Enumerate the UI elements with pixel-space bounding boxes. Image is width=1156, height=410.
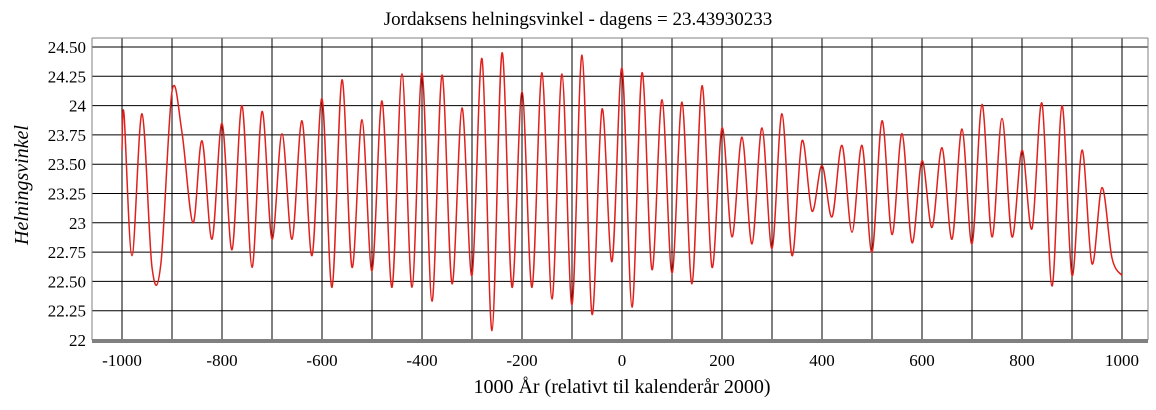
plot-area	[121, 52, 1123, 332]
x-axis-title: 1000 År (relativt til kalenderår 2000)	[473, 376, 770, 398]
y-tick-label: 23.75	[48, 126, 86, 145]
axes	[91, 37, 1149, 343]
x-tick-label: -200	[506, 351, 537, 370]
x-tick-label: 600	[909, 351, 935, 370]
y-tick-label: 24.25	[48, 67, 86, 86]
chart-title: Jordaksens helningsvinkel - dagens = 23.…	[384, 9, 773, 30]
x-tick-label: 1000	[1105, 351, 1139, 370]
x-tick-label: -600	[306, 351, 337, 370]
y-tick-label: 22.75	[48, 243, 86, 262]
y-tick-label: 22.25	[48, 302, 86, 321]
y-tick-label: 22.50	[48, 272, 86, 291]
y-tick-label: 24	[69, 97, 87, 116]
y-tick-label: 22	[69, 331, 86, 350]
x-tick-label: 800	[1009, 351, 1035, 370]
obliquity-series-line	[121, 52, 1123, 332]
x-tick-label: -400	[406, 351, 437, 370]
x-tick-label: 400	[809, 351, 835, 370]
x-tick-label: -1000	[102, 351, 142, 370]
y-axis-title: Helningsvinkel	[11, 125, 33, 246]
y-tick-label: 23.25	[48, 185, 86, 204]
x-tick-label: 0	[618, 351, 627, 370]
y-tick-label: 23.50	[48, 155, 86, 174]
y-tick-label: 24.50	[48, 38, 86, 57]
x-tick-label: -800	[206, 351, 237, 370]
y-tick-label: 23	[69, 214, 86, 233]
tick-labels: 22 22.25 22.50 22.75 23 23.25 23.50 23.75 24 24.2…	[48, 38, 1139, 370]
x-tick-label: 200	[709, 351, 735, 370]
